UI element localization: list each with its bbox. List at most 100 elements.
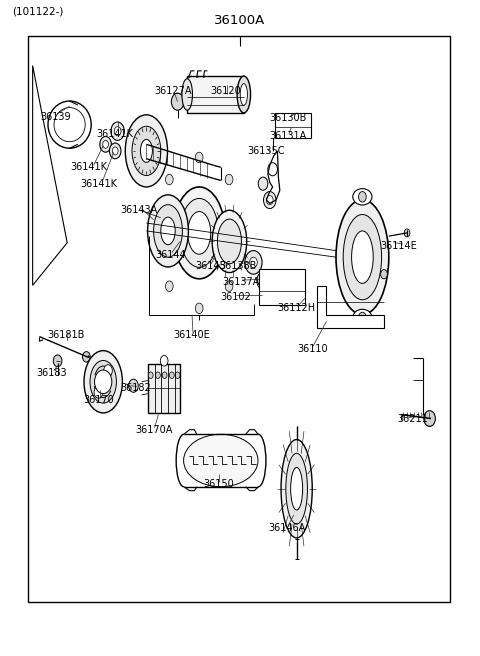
Ellipse shape [154, 205, 182, 257]
Circle shape [148, 372, 153, 379]
Ellipse shape [84, 350, 122, 413]
Text: 36131A: 36131A [269, 131, 307, 141]
Ellipse shape [184, 434, 258, 487]
Ellipse shape [173, 187, 225, 279]
Ellipse shape [125, 115, 168, 187]
Circle shape [250, 257, 257, 268]
Circle shape [114, 127, 121, 136]
Text: 36146A: 36146A [268, 523, 306, 533]
Circle shape [95, 370, 112, 394]
Text: 36170: 36170 [83, 395, 114, 405]
Ellipse shape [140, 139, 153, 162]
Circle shape [111, 122, 124, 140]
Ellipse shape [290, 467, 302, 510]
Polygon shape [33, 66, 67, 285]
Bar [259, 269, 305, 305]
Circle shape [166, 174, 173, 185]
Circle shape [53, 355, 62, 367]
Ellipse shape [217, 219, 241, 264]
Ellipse shape [336, 199, 389, 314]
Bar [148, 364, 180, 413]
Circle shape [129, 379, 138, 392]
Circle shape [258, 177, 268, 190]
Ellipse shape [281, 440, 312, 538]
Bar [28, 36, 450, 602]
Text: 36170A: 36170A [135, 424, 172, 435]
Circle shape [257, 272, 269, 289]
Text: 36141K: 36141K [70, 162, 108, 173]
Circle shape [153, 228, 161, 238]
Circle shape [268, 163, 277, 176]
Text: 36138B: 36138B [219, 261, 256, 272]
Circle shape [195, 303, 203, 314]
Circle shape [359, 192, 366, 202]
Circle shape [83, 352, 90, 362]
Text: 36141K: 36141K [80, 178, 117, 189]
Circle shape [245, 251, 262, 274]
Text: 36141K: 36141K [96, 129, 134, 140]
Ellipse shape [353, 310, 372, 325]
Circle shape [195, 152, 203, 163]
Ellipse shape [148, 195, 188, 267]
Circle shape [404, 229, 410, 237]
Text: 36145: 36145 [195, 261, 226, 272]
Ellipse shape [161, 217, 175, 245]
Text: 36139: 36139 [40, 112, 71, 122]
Ellipse shape [351, 231, 373, 283]
Circle shape [160, 356, 168, 366]
Ellipse shape [188, 211, 211, 254]
Text: 36137A: 36137A [222, 277, 260, 287]
Circle shape [104, 365, 112, 377]
Text: 36112H: 36112H [277, 303, 315, 314]
Bar [187, 76, 244, 113]
Text: 36181B: 36181B [48, 329, 85, 340]
Circle shape [359, 312, 366, 323]
Text: 36140E: 36140E [174, 329, 210, 340]
Text: 36120: 36120 [210, 85, 241, 96]
Circle shape [260, 277, 266, 285]
Ellipse shape [132, 126, 161, 175]
Bar [275, 113, 311, 138]
Circle shape [381, 270, 387, 279]
Ellipse shape [353, 189, 372, 205]
Text: 36110: 36110 [298, 344, 328, 354]
Text: 36150: 36150 [203, 479, 234, 489]
Ellipse shape [212, 210, 247, 273]
Ellipse shape [180, 198, 218, 268]
Text: 36183: 36183 [36, 367, 67, 378]
Circle shape [103, 140, 108, 148]
Circle shape [112, 147, 118, 155]
Circle shape [266, 195, 273, 205]
Circle shape [175, 372, 180, 379]
Circle shape [162, 372, 167, 379]
Circle shape [225, 281, 233, 291]
Circle shape [169, 372, 174, 379]
Circle shape [94, 386, 103, 398]
Ellipse shape [54, 108, 85, 142]
Text: 36127A: 36127A [154, 85, 192, 96]
Ellipse shape [237, 76, 251, 113]
Circle shape [100, 136, 111, 152]
Circle shape [171, 93, 184, 110]
Circle shape [238, 228, 245, 238]
Text: 36100A: 36100A [215, 14, 265, 28]
Circle shape [109, 143, 121, 159]
Text: 36211: 36211 [397, 413, 428, 424]
Ellipse shape [286, 453, 307, 524]
Text: 36144: 36144 [155, 249, 186, 260]
Text: 36114E: 36114E [380, 241, 417, 251]
Circle shape [225, 174, 233, 185]
Text: 36102: 36102 [220, 292, 251, 302]
Polygon shape [317, 286, 384, 328]
Circle shape [166, 281, 173, 291]
Ellipse shape [343, 215, 382, 300]
Text: 36130B: 36130B [269, 113, 307, 123]
Text: (101122-): (101122-) [12, 7, 63, 17]
Ellipse shape [90, 361, 117, 403]
Text: 36182: 36182 [120, 383, 151, 394]
Circle shape [156, 372, 160, 379]
Ellipse shape [240, 84, 248, 105]
Circle shape [264, 192, 276, 209]
Ellipse shape [182, 79, 192, 110]
Text: 36135C: 36135C [248, 146, 285, 156]
